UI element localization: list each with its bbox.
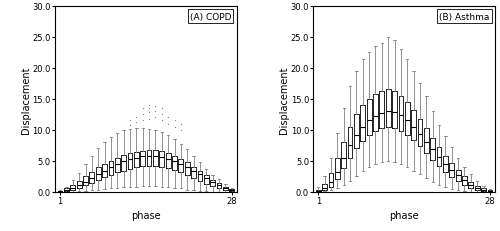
Y-axis label: Displacement: Displacement [279,66,289,133]
Text: (A) COPD: (A) COPD [190,12,232,21]
Point [138,113,146,117]
Point [170,125,178,129]
X-axis label: phase: phase [390,210,419,220]
Point [145,117,153,121]
Point [158,119,166,123]
Point [177,122,185,126]
Point [132,121,140,125]
Point [152,116,160,120]
Point [152,110,160,113]
Point [170,119,178,123]
Point [145,107,153,110]
Point [138,119,146,123]
Point [132,116,140,120]
X-axis label: phase: phase [131,210,160,220]
Point [126,119,134,123]
Point [126,123,134,127]
Y-axis label: Displacement: Displacement [21,66,31,133]
Point [138,107,146,110]
Point [158,113,166,117]
Point [158,107,166,110]
Point [164,116,172,120]
Text: (B) Asthma: (B) Asthma [439,12,490,21]
Point [152,105,160,109]
Point [145,104,153,107]
Point [177,128,185,132]
Point [164,122,172,126]
Point [145,111,153,115]
